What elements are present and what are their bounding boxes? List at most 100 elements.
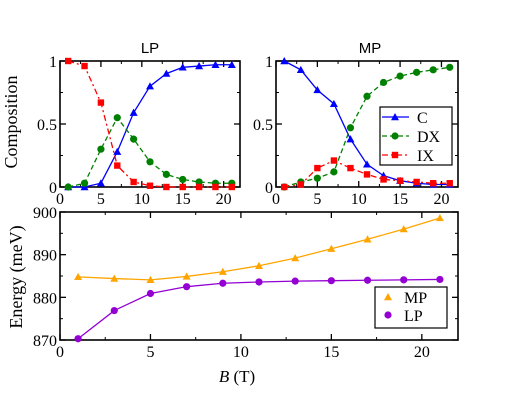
data-point-dx (179, 175, 187, 184)
panel-lp-title: LP (141, 40, 159, 57)
series-mp (74, 213, 444, 284)
data-point-lp (255, 278, 263, 286)
data-point-dx (162, 170, 170, 178)
x-tick-label: 10 (233, 344, 249, 361)
series-lp (74, 275, 444, 343)
y-tick-label: 880 (33, 290, 57, 307)
data-point-ix (380, 176, 387, 183)
data-point-c (178, 63, 187, 71)
series-ix (64, 57, 236, 191)
x-tick-label: 5 (97, 191, 105, 208)
data-point-c (227, 60, 236, 68)
data-point-ix (195, 183, 203, 191)
data-point-mp (218, 267, 227, 275)
data-point-c (280, 57, 289, 65)
data-point-c (346, 135, 355, 143)
data-point-dx (429, 66, 437, 74)
data-point-dx (396, 72, 404, 80)
data-point-ix (212, 183, 219, 191)
legend-marker-lp (384, 311, 392, 319)
y-tick-label: 870 (33, 333, 57, 350)
data-point-lp (146, 289, 155, 298)
data-point-ix (281, 183, 288, 191)
x-tick-label: 5 (313, 191, 321, 208)
data-point-mp (255, 261, 263, 269)
data-point-ix (413, 178, 420, 186)
data-point-c (195, 62, 204, 70)
y-tick-label: 1 (265, 54, 273, 71)
data-point-mp (74, 272, 83, 281)
data-point-mp (146, 275, 155, 284)
data-point-lp (327, 277, 335, 285)
y-tick-label: 890 (33, 248, 57, 265)
data-point-ix (429, 180, 437, 187)
data-point-dx (97, 145, 105, 153)
series-line-dx (284, 66, 450, 188)
panel-mp-plot: 0 5 10 15 20 0 0.5 1 (253, 54, 459, 208)
data-point-dx (413, 68, 421, 76)
y-tick-label: 0.5 (253, 117, 273, 134)
panel-lp-plot: 0 5 10 15 20 0 0.5 1 (37, 54, 241, 208)
data-point-lp (110, 306, 118, 315)
legend-marker-ix (391, 151, 399, 159)
series-line-ix (67, 60, 232, 188)
data-point-c (96, 179, 105, 187)
legend-marker-mp (384, 293, 392, 301)
x-tick-label: 0 (56, 344, 64, 361)
data-point-c (363, 160, 371, 168)
legend-label-ix: IX (417, 148, 434, 165)
x-tick-label: 15 (392, 191, 408, 208)
data-point-lp (74, 335, 82, 343)
data-point-ix (114, 162, 121, 169)
data-point-dx (446, 63, 454, 71)
data-point-ix (163, 183, 170, 191)
data-point-lp (291, 277, 299, 285)
data-point-mp (435, 213, 444, 222)
panel-mp: MP 0 5 10 15 20 0 0.5 1 C DX IX (253, 40, 459, 208)
data-point-mp (110, 274, 119, 282)
x-tick-label: 20 (433, 191, 449, 208)
data-point-c (329, 99, 338, 108)
panel-mp-title: MP (359, 40, 382, 57)
legend-marker-dx (391, 132, 399, 140)
field-axis-label: B (T) (219, 367, 255, 386)
energy-axis-label: Energy (meV) (6, 225, 27, 328)
field-axis-variable: B (219, 367, 230, 386)
data-point-c (129, 108, 138, 116)
legend-label-mp: MP (404, 290, 427, 307)
data-point-mp (363, 235, 372, 243)
series-ix (281, 157, 453, 191)
data-point-c (296, 65, 305, 74)
data-point-c (113, 147, 122, 155)
data-point-ix (314, 164, 321, 172)
data-point-mp (182, 272, 191, 280)
x-tick-label: 15 (175, 191, 191, 208)
data-point-ix (330, 157, 338, 164)
legend-marker-c (391, 113, 399, 121)
data-point-c (211, 60, 220, 68)
data-point-ix (446, 180, 453, 187)
data-point-dx (313, 174, 321, 182)
x-tick-label: 10 (351, 191, 367, 208)
panel-lp: LP Composition 0 5 10 15 20 0 0.5 1 (1, 40, 241, 208)
data-point-dx (146, 158, 154, 166)
data-point-lp (363, 276, 372, 284)
data-point-mp (327, 244, 336, 252)
data-point-ix (179, 183, 186, 191)
data-point-ix (228, 183, 236, 191)
data-point-dx (346, 124, 355, 132)
x-tick-label: 15 (323, 344, 339, 361)
data-point-lp (436, 275, 444, 284)
data-point-mp (291, 254, 300, 262)
x-tick-label: 0 (272, 191, 280, 208)
data-point-lp (400, 276, 408, 284)
data-point-ix (363, 171, 371, 178)
data-point-ix (297, 181, 305, 188)
x-tick-label: 20 (216, 191, 232, 208)
y-tick-label: 1 (49, 54, 57, 71)
composition-axis-label: Composition (1, 75, 21, 168)
panel-energy-plot: 0 5 10 15 20 870 880 890 900 (33, 205, 459, 361)
data-point-dx (80, 179, 89, 187)
data-point-ix (146, 182, 154, 189)
